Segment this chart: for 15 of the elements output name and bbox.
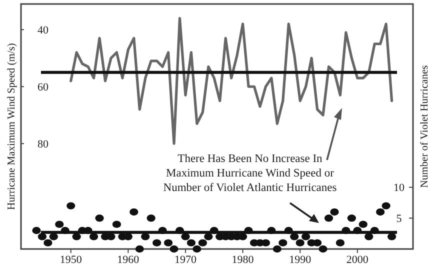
y-tick-label: 40 <box>38 24 49 36</box>
y2-axis-title: Number of Violet Hurricanes <box>420 65 431 188</box>
x-tick-label: 2000 <box>346 254 369 266</box>
y2-tick-label: 10 <box>394 182 405 194</box>
annotation: There Has Been No Increase In Maximum Hurricane Wind Speed or Number of Violet Atlantic Hurricanes <box>163 153 338 194</box>
x-tick-label: 1980 <box>232 254 254 266</box>
y-tick-label: 60 <box>38 81 49 94</box>
x-tick-label: 1950 <box>60 254 82 266</box>
x-tick-label: 1960 <box>117 254 140 266</box>
x-tick-label: 1970 <box>174 254 197 266</box>
y2-tick-label: 5 <box>396 212 402 225</box>
x-tick-label: 1990 <box>289 254 312 266</box>
y-tick-label: 80 <box>38 138 49 150</box>
line-series <box>70 16 394 145</box>
y-axis-title: Hurricane Maximum Wind Speed (m/s) <box>6 42 18 210</box>
